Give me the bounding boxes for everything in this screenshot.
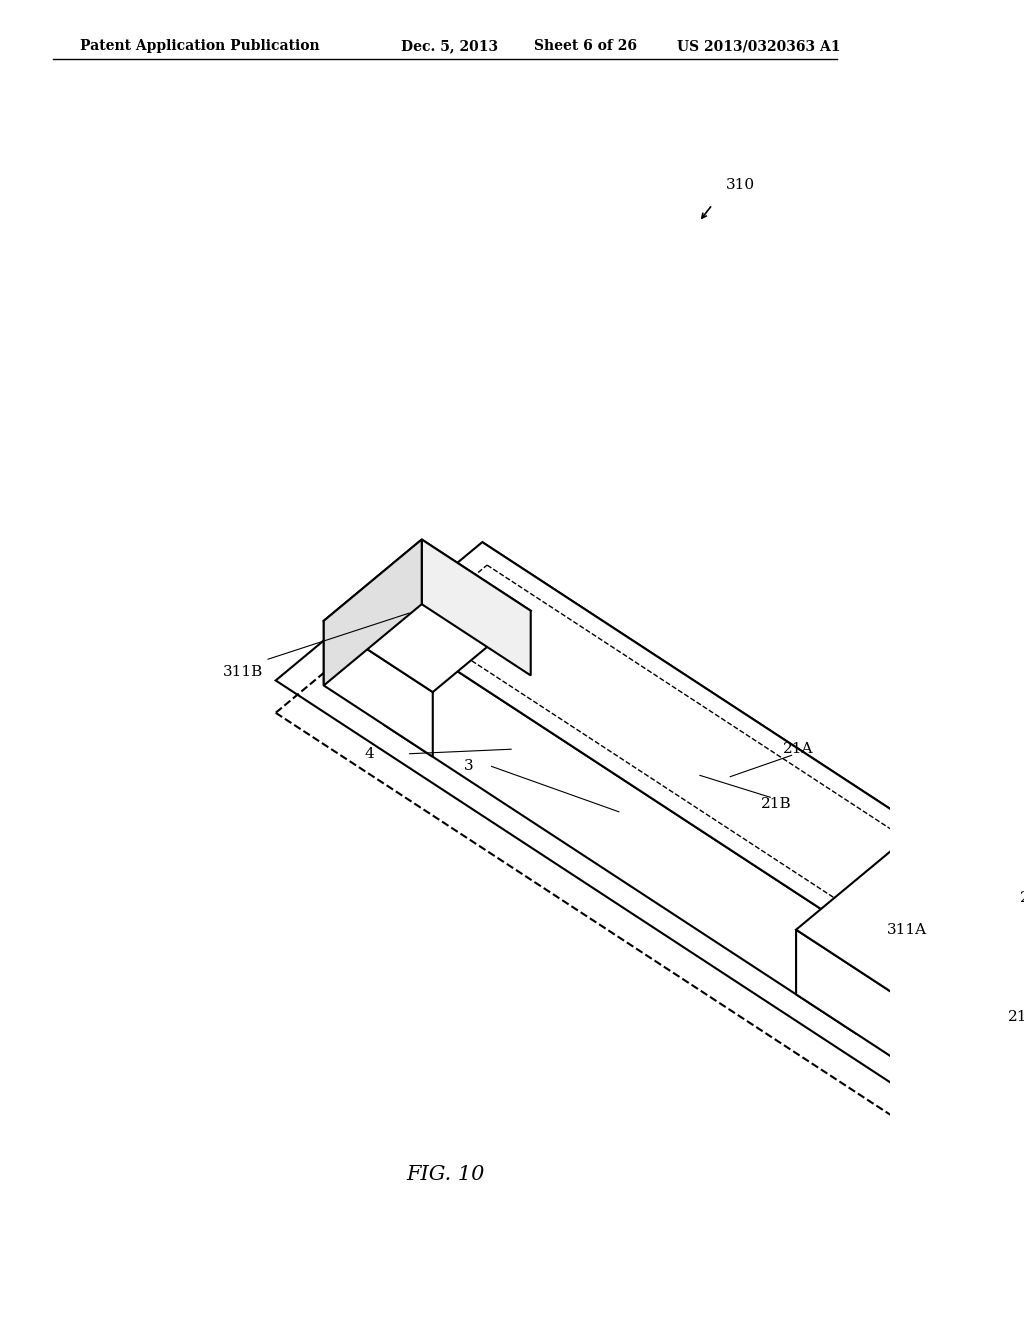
Polygon shape — [482, 543, 954, 953]
Text: 21B: 21B — [762, 797, 792, 810]
Polygon shape — [384, 623, 857, 1034]
Text: US 2013/0320363 A1: US 2013/0320363 A1 — [677, 40, 841, 53]
Text: 2: 2 — [1020, 891, 1024, 904]
Text: 4: 4 — [365, 747, 374, 760]
Polygon shape — [422, 540, 530, 676]
Polygon shape — [324, 540, 530, 692]
Text: 3: 3 — [464, 759, 474, 774]
Polygon shape — [410, 570, 1024, 1022]
Text: Patent Application Publication: Patent Application Publication — [80, 40, 319, 53]
Text: 21A: 21A — [782, 742, 813, 756]
Polygon shape — [324, 540, 422, 685]
Text: FIG. 10: FIG. 10 — [407, 1166, 484, 1184]
Text: 210: 210 — [1008, 1010, 1024, 1024]
Polygon shape — [857, 851, 954, 1034]
Polygon shape — [894, 849, 1004, 985]
Polygon shape — [796, 849, 1004, 1001]
Text: Sheet 6 of 26: Sheet 6 of 26 — [535, 40, 637, 53]
Polygon shape — [905, 920, 1004, 1065]
Polygon shape — [796, 929, 905, 1065]
Text: Dec. 5, 2013: Dec. 5, 2013 — [400, 40, 498, 53]
Polygon shape — [384, 543, 954, 932]
Text: 310: 310 — [726, 178, 755, 191]
Text: 311B: 311B — [223, 665, 263, 680]
Polygon shape — [324, 620, 433, 756]
Text: 311A: 311A — [887, 923, 927, 937]
Polygon shape — [275, 570, 1024, 1101]
Polygon shape — [918, 990, 1024, 1133]
